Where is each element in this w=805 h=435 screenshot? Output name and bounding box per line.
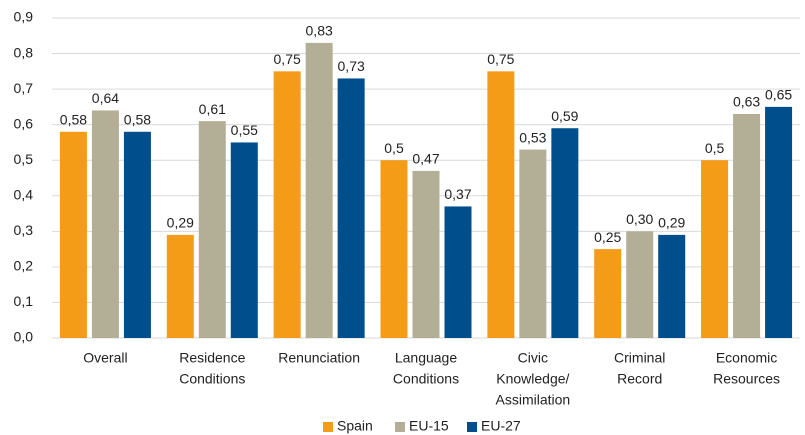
x-tick-label: Conditions (393, 371, 459, 387)
bar (380, 160, 408, 338)
bar (701, 160, 729, 338)
x-tick-label: Economic (716, 350, 777, 366)
legend-swatch (467, 422, 477, 432)
bar (337, 78, 365, 338)
y-tick-label: 0,7 (14, 80, 34, 96)
legend-swatch (323, 422, 333, 432)
value-label: 0,83 (306, 23, 333, 39)
x-tick-label: Knowledge/ (496, 371, 569, 387)
y-tick-label: 0,1 (14, 293, 34, 309)
bar (273, 71, 301, 338)
value-label: 0,58 (124, 111, 151, 127)
value-label: 0,75 (274, 51, 301, 67)
value-label: 0,29 (167, 215, 194, 231)
value-label: 0,58 (60, 111, 87, 127)
x-tick-label: Criminal (614, 350, 665, 366)
x-tick-label: Record (617, 371, 662, 387)
bar (305, 42, 333, 339)
value-label: 0,5 (384, 140, 404, 156)
bar (765, 106, 793, 338)
bar (487, 71, 515, 338)
bar (198, 121, 226, 338)
value-label: 0,64 (92, 90, 119, 106)
legend-swatch (395, 422, 405, 432)
x-tick-label: Overall (83, 350, 127, 366)
value-label: 0,53 (519, 129, 546, 145)
bar (91, 110, 119, 338)
x-tick-label: Assimilation (496, 392, 571, 408)
bar (658, 234, 686, 338)
bar (166, 234, 194, 338)
value-label: 0,61 (199, 101, 226, 117)
bar (519, 149, 547, 338)
value-label: 0,25 (594, 229, 621, 245)
value-label: 0,75 (487, 51, 514, 67)
y-tick-label: 0,5 (14, 151, 34, 167)
bar (230, 142, 258, 338)
value-label: 0,5 (705, 140, 725, 156)
y-tick-label: 0,2 (14, 258, 34, 274)
bar (626, 231, 654, 338)
value-label: 0,47 (412, 151, 439, 167)
value-label: 0,63 (733, 94, 760, 110)
y-tick-label: 0,4 (14, 186, 34, 202)
value-label: 0,37 (444, 186, 471, 202)
value-label: 0,55 (231, 122, 258, 138)
bar (594, 249, 622, 338)
y-tick-label: 0,3 (14, 222, 34, 238)
x-tick-label: Renunciation (278, 350, 360, 366)
x-tick-label: Language (395, 350, 458, 366)
value-label: 0,65 (765, 87, 792, 103)
bar (444, 206, 472, 338)
x-tick-label: Civic (518, 350, 548, 366)
bar (412, 170, 440, 338)
value-label: 0,29 (658, 215, 685, 231)
y-tick-label: 0,9 (14, 9, 34, 25)
value-label: 0,59 (551, 108, 578, 124)
value-label: 0,73 (338, 58, 365, 74)
bar (123, 131, 151, 338)
legend-label: Spain (337, 418, 373, 434)
legend-label: EU-27 (481, 418, 521, 434)
value-label: 0,30 (626, 211, 653, 227)
bar (733, 114, 761, 338)
y-tick-label: 0,0 (14, 329, 34, 345)
y-tick-label: 0,8 (14, 44, 34, 60)
x-tick-label: Resources (713, 371, 780, 387)
y-tick-label: 0,6 (14, 115, 34, 131)
bar (551, 128, 579, 338)
x-tick-label: Conditions (179, 371, 245, 387)
legend-label: EU-15 (409, 418, 449, 434)
x-tick-label: Residence (179, 350, 245, 366)
bar (59, 131, 87, 338)
